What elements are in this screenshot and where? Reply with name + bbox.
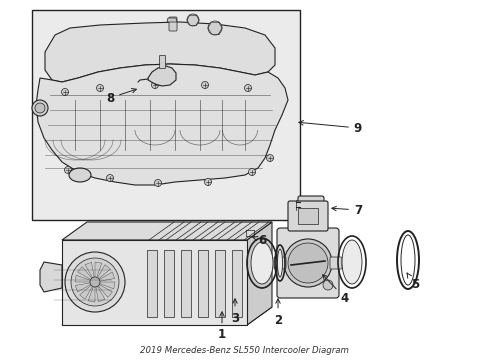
Polygon shape	[85, 262, 95, 282]
Polygon shape	[148, 66, 176, 86]
Ellipse shape	[69, 168, 91, 182]
Bar	[147, 250, 157, 317]
Polygon shape	[75, 282, 95, 292]
FancyBboxPatch shape	[169, 17, 177, 31]
Circle shape	[207, 21, 222, 35]
Bar	[62, 240, 246, 325]
Circle shape	[61, 89, 68, 95]
Polygon shape	[246, 222, 271, 325]
FancyBboxPatch shape	[329, 257, 341, 269]
Ellipse shape	[250, 242, 272, 284]
Polygon shape	[80, 282, 95, 299]
Circle shape	[65, 252, 125, 312]
Text: 2019 Mercedes-Benz SL550 Intercooler Diagram: 2019 Mercedes-Benz SL550 Intercooler Dia…	[139, 346, 348, 355]
Circle shape	[64, 166, 71, 174]
Circle shape	[32, 100, 48, 116]
Text: 9: 9	[298, 121, 362, 135]
Text: 5: 5	[406, 273, 418, 292]
Circle shape	[201, 81, 208, 89]
Polygon shape	[45, 22, 274, 82]
Bar	[215, 250, 224, 317]
Bar	[297, 208, 317, 224]
Text: 3: 3	[230, 299, 239, 324]
Text: 1: 1	[218, 312, 225, 342]
FancyBboxPatch shape	[276, 228, 338, 298]
Polygon shape	[36, 64, 287, 185]
Polygon shape	[95, 272, 115, 282]
Circle shape	[96, 85, 103, 91]
Circle shape	[106, 175, 113, 181]
Text: 2: 2	[273, 299, 282, 327]
Polygon shape	[95, 262, 102, 282]
Circle shape	[287, 243, 327, 283]
Text: 4: 4	[322, 275, 348, 305]
Bar	[32, 10, 299, 220]
Circle shape	[284, 239, 331, 287]
Text: 7: 7	[331, 203, 361, 216]
Bar	[231, 250, 242, 317]
Ellipse shape	[341, 240, 361, 284]
Circle shape	[35, 103, 45, 113]
Polygon shape	[95, 265, 110, 282]
Circle shape	[248, 168, 255, 175]
Ellipse shape	[245, 227, 253, 239]
Circle shape	[151, 81, 158, 89]
Polygon shape	[95, 282, 115, 289]
FancyBboxPatch shape	[287, 201, 327, 231]
Polygon shape	[75, 275, 95, 282]
Polygon shape	[95, 282, 105, 302]
Polygon shape	[78, 267, 95, 282]
Polygon shape	[62, 222, 271, 240]
Circle shape	[244, 85, 251, 91]
Circle shape	[186, 14, 199, 26]
Text: 6: 6	[252, 234, 265, 247]
Polygon shape	[62, 307, 271, 325]
Polygon shape	[40, 262, 62, 292]
Ellipse shape	[277, 249, 282, 277]
Circle shape	[204, 179, 211, 185]
Polygon shape	[88, 282, 95, 302]
Circle shape	[154, 180, 161, 186]
Text: 8: 8	[106, 89, 136, 104]
Polygon shape	[95, 282, 112, 297]
Bar	[198, 250, 207, 317]
Circle shape	[266, 154, 273, 162]
Circle shape	[90, 277, 100, 287]
FancyBboxPatch shape	[159, 55, 165, 68]
Circle shape	[323, 280, 332, 290]
Bar	[181, 250, 191, 317]
FancyBboxPatch shape	[297, 196, 324, 214]
Polygon shape	[167, 18, 177, 22]
Bar	[163, 250, 174, 317]
FancyBboxPatch shape	[273, 257, 285, 269]
Circle shape	[71, 258, 119, 306]
